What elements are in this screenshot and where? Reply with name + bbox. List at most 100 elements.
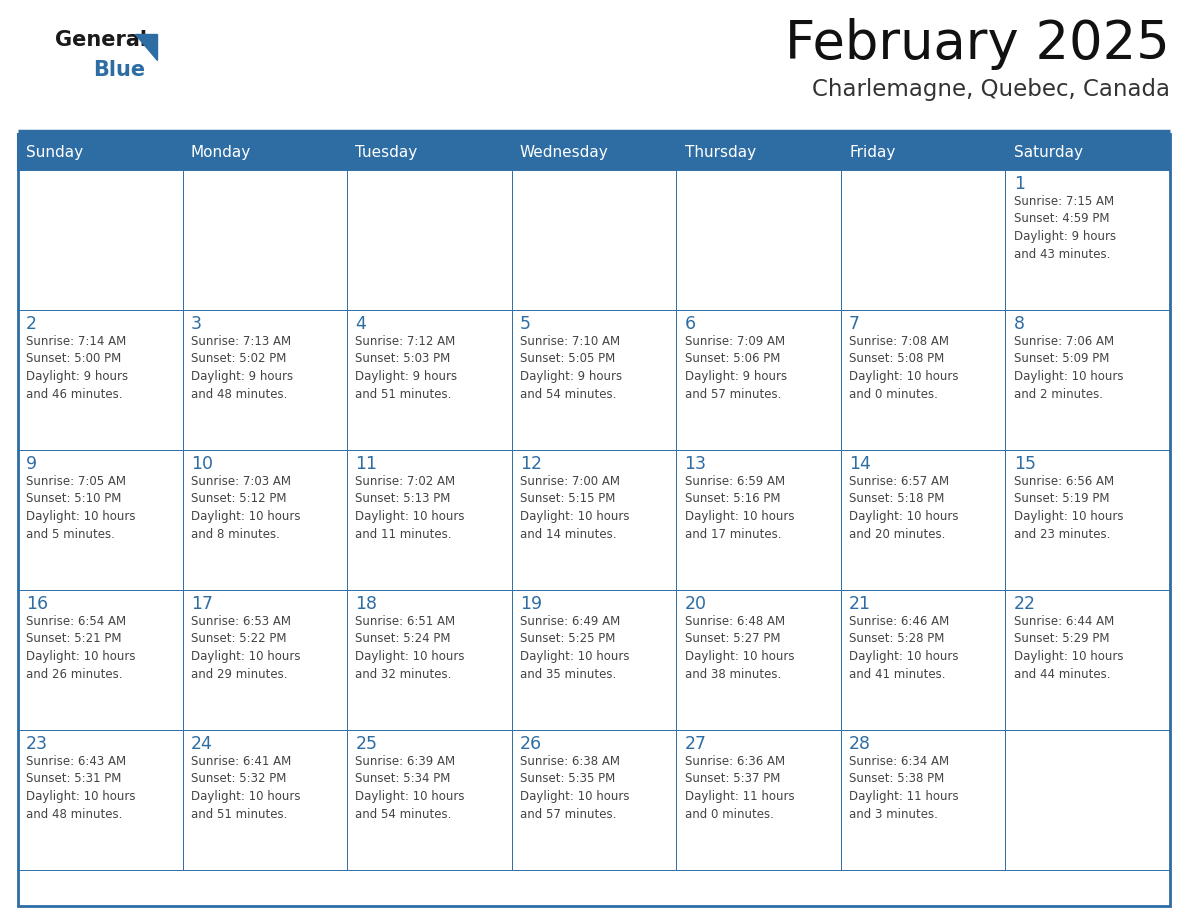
Bar [512, 730, 676, 870]
Bar [512, 310, 676, 450]
Text: 17: 17 [191, 595, 213, 613]
Text: 26: 26 [520, 735, 542, 753]
Text: and 48 minutes.: and 48 minutes. [191, 387, 287, 400]
Bar [676, 450, 841, 590]
Bar [18, 450, 183, 590]
Text: Sunset: 5:08 PM: Sunset: 5:08 PM [849, 353, 944, 365]
Text: Sunrise: 6:46 AM: Sunrise: 6:46 AM [849, 615, 949, 628]
Text: Sunrise: 6:34 AM: Sunrise: 6:34 AM [849, 755, 949, 768]
Bar [841, 730, 1005, 870]
Text: Daylight: 9 hours: Daylight: 9 hours [355, 370, 457, 383]
Text: and 46 minutes.: and 46 minutes. [26, 387, 122, 400]
Text: 11: 11 [355, 455, 378, 473]
Text: Daylight: 10 hours: Daylight: 10 hours [355, 650, 465, 663]
Text: Tuesday: Tuesday [355, 144, 418, 160]
Bar [183, 134, 347, 170]
Text: Sunrise: 6:36 AM: Sunrise: 6:36 AM [684, 755, 784, 768]
Text: Daylight: 10 hours: Daylight: 10 hours [1013, 650, 1123, 663]
Bar [183, 170, 347, 310]
Text: and 38 minutes.: and 38 minutes. [684, 667, 781, 680]
Bar [676, 730, 841, 870]
Text: Sunset: 5:35 PM: Sunset: 5:35 PM [520, 773, 615, 786]
Text: 19: 19 [520, 595, 542, 613]
Text: and 11 minutes.: and 11 minutes. [355, 528, 451, 541]
Text: Sunset: 5:16 PM: Sunset: 5:16 PM [684, 492, 781, 506]
Bar [512, 170, 676, 310]
Text: Sunset: 5:29 PM: Sunset: 5:29 PM [1013, 633, 1110, 645]
Bar [347, 310, 512, 450]
Text: Sunday: Sunday [26, 144, 83, 160]
Text: Daylight: 10 hours: Daylight: 10 hours [191, 790, 301, 803]
Text: Daylight: 10 hours: Daylight: 10 hours [355, 510, 465, 523]
Text: Wednesday: Wednesday [520, 144, 608, 160]
Text: 23: 23 [26, 735, 49, 753]
Text: Daylight: 10 hours: Daylight: 10 hours [1013, 370, 1123, 383]
Bar [183, 730, 347, 870]
Bar [512, 134, 676, 170]
Text: Sunrise: 7:08 AM: Sunrise: 7:08 AM [849, 335, 949, 348]
Bar [347, 450, 512, 590]
Text: Sunset: 5:34 PM: Sunset: 5:34 PM [355, 773, 450, 786]
Bar [347, 170, 512, 310]
Text: Sunset: 5:25 PM: Sunset: 5:25 PM [520, 633, 615, 645]
Text: and 44 minutes.: and 44 minutes. [1013, 667, 1110, 680]
Text: Sunset: 5:00 PM: Sunset: 5:00 PM [26, 353, 121, 365]
Text: Friday: Friday [849, 144, 896, 160]
Text: Sunset: 5:13 PM: Sunset: 5:13 PM [355, 492, 450, 506]
Bar [18, 134, 183, 170]
Text: February 2025: February 2025 [785, 18, 1170, 70]
Text: Sunrise: 6:57 AM: Sunrise: 6:57 AM [849, 475, 949, 488]
Text: Daylight: 10 hours: Daylight: 10 hours [520, 650, 630, 663]
Text: Daylight: 10 hours: Daylight: 10 hours [520, 510, 630, 523]
Bar [18, 310, 183, 450]
Text: 10: 10 [191, 455, 213, 473]
Text: Sunset: 5:32 PM: Sunset: 5:32 PM [191, 773, 286, 786]
Bar [18, 134, 1170, 170]
Text: Sunset: 5:38 PM: Sunset: 5:38 PM [849, 773, 944, 786]
Text: Sunrise: 6:53 AM: Sunrise: 6:53 AM [191, 615, 291, 628]
Text: 3: 3 [191, 315, 202, 333]
Text: and 3 minutes.: and 3 minutes. [849, 808, 939, 821]
Text: and 14 minutes.: and 14 minutes. [520, 528, 617, 541]
Text: Daylight: 10 hours: Daylight: 10 hours [26, 650, 135, 663]
Text: and 2 minutes.: and 2 minutes. [1013, 387, 1102, 400]
Text: Sunrise: 6:38 AM: Sunrise: 6:38 AM [520, 755, 620, 768]
Text: 24: 24 [191, 735, 213, 753]
Text: Daylight: 9 hours: Daylight: 9 hours [191, 370, 293, 383]
Text: 5: 5 [520, 315, 531, 333]
Text: Daylight: 10 hours: Daylight: 10 hours [849, 650, 959, 663]
Text: Sunset: 5:24 PM: Sunset: 5:24 PM [355, 633, 451, 645]
Text: and 23 minutes.: and 23 minutes. [1013, 528, 1110, 541]
Bar [1005, 730, 1170, 870]
Text: Sunrise: 7:13 AM: Sunrise: 7:13 AM [191, 335, 291, 348]
Text: Sunset: 5:37 PM: Sunset: 5:37 PM [684, 773, 779, 786]
Text: Daylight: 9 hours: Daylight: 9 hours [520, 370, 623, 383]
Text: 22: 22 [1013, 595, 1036, 613]
Text: Sunrise: 7:15 AM: Sunrise: 7:15 AM [1013, 195, 1114, 208]
Text: and 29 minutes.: and 29 minutes. [191, 667, 287, 680]
Bar [18, 134, 1170, 906]
Text: and 43 minutes.: and 43 minutes. [1013, 248, 1110, 261]
Bar [347, 134, 512, 170]
Text: and 5 minutes.: and 5 minutes. [26, 528, 115, 541]
Text: and 48 minutes.: and 48 minutes. [26, 808, 122, 821]
Bar [841, 170, 1005, 310]
Text: Daylight: 10 hours: Daylight: 10 hours [684, 650, 794, 663]
Bar [841, 590, 1005, 730]
Text: Sunset: 5:21 PM: Sunset: 5:21 PM [26, 633, 121, 645]
Bar [347, 590, 512, 730]
Text: and 41 minutes.: and 41 minutes. [849, 667, 946, 680]
Polygon shape [135, 34, 157, 60]
Text: 7: 7 [849, 315, 860, 333]
Text: 21: 21 [849, 595, 871, 613]
Text: and 20 minutes.: and 20 minutes. [849, 528, 946, 541]
Text: and 54 minutes.: and 54 minutes. [355, 808, 451, 821]
Text: and 51 minutes.: and 51 minutes. [355, 387, 451, 400]
Text: Sunset: 5:09 PM: Sunset: 5:09 PM [1013, 353, 1110, 365]
Text: and 35 minutes.: and 35 minutes. [520, 667, 617, 680]
Text: Sunset: 5:05 PM: Sunset: 5:05 PM [520, 353, 615, 365]
Text: 1: 1 [1013, 175, 1025, 193]
Text: 20: 20 [684, 595, 707, 613]
Text: 12: 12 [520, 455, 542, 473]
Text: Sunset: 5:10 PM: Sunset: 5:10 PM [26, 492, 121, 506]
